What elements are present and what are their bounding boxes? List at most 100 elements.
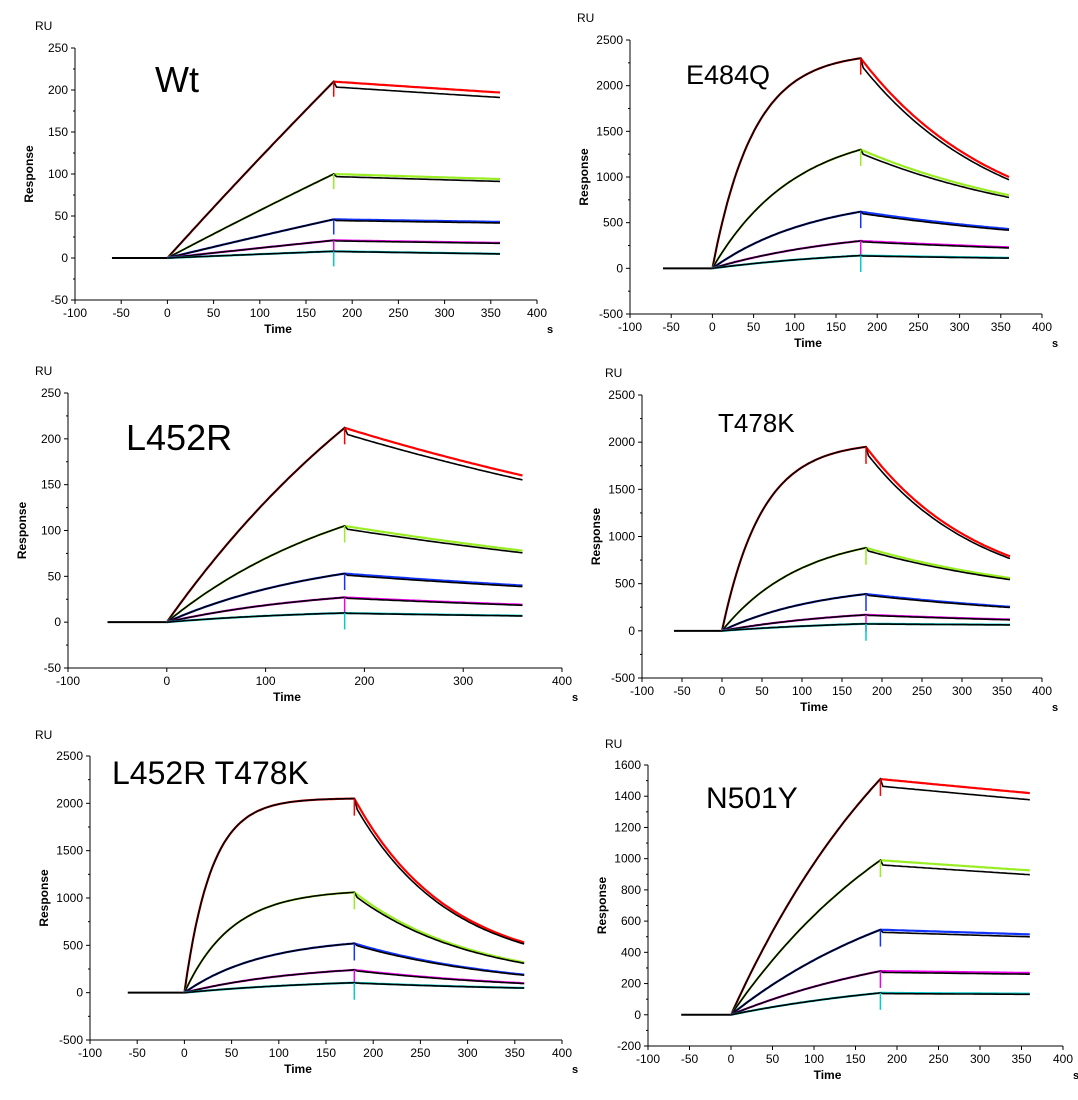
chart-title: L452R [126, 417, 232, 458]
chart-panel-3: -50 0 50 100 150 200 250 -100 0 100 200 300 400 Time R… [15, 364, 578, 704]
x-tick-label: 400 [527, 306, 547, 320]
x-axis-label: Time [284, 1062, 312, 1076]
y-tick-label: 150 [41, 478, 61, 492]
x-tick-label: 300 [970, 1052, 990, 1066]
y-tick-label: 400 [621, 945, 641, 959]
fit-curve [166, 596, 523, 623]
y-tick-label: 500 [603, 216, 623, 230]
x-tick-label: 0 [181, 1046, 188, 1060]
chart-title: E484Q [686, 60, 770, 90]
x-unit-label: s [572, 1064, 578, 1076]
y-tick-label: 1500 [608, 482, 635, 496]
y-tick-label: 50 [48, 569, 62, 583]
x-tick-label: 150 [845, 1052, 865, 1066]
fit-curve [721, 593, 1011, 632]
x-tick-label: 0 [164, 306, 171, 320]
x-tick-label: 300 [952, 684, 972, 698]
x-tick-label: 250 [410, 1046, 430, 1060]
x-axis-label: Time [814, 1068, 842, 1082]
x-tick-label: 250 [908, 320, 928, 334]
y-tick-label: 50 [55, 209, 69, 223]
x-tick-label: 400 [552, 674, 572, 688]
chart-title: Wt [155, 59, 199, 100]
x-tick-label: 0 [728, 1052, 735, 1066]
y-tick-label: 500 [63, 938, 83, 952]
x-tick-label: 150 [832, 684, 852, 698]
y-tick-label: -500 [599, 307, 623, 321]
chart-title: T478K [718, 408, 795, 438]
y-axis-label: Response [589, 508, 603, 566]
y-tick-label: 0 [76, 986, 83, 1000]
x-tick-label: -50 [663, 320, 681, 334]
x-tick-label: 300 [458, 1046, 478, 1060]
y-tick-label: 0 [54, 615, 61, 629]
y-axis-label: Response [37, 869, 51, 927]
y-tick-label: 1200 [614, 820, 641, 834]
x-tick-label: 300 [435, 306, 455, 320]
x-axis-label: Time [800, 700, 828, 714]
x-tick-label: -100 [636, 1052, 660, 1066]
x-tick-label: 200 [872, 684, 892, 698]
x-tick-label: -100 [618, 320, 642, 334]
fit-curve [730, 859, 1030, 1016]
y-tick-label: -500 [59, 1033, 83, 1047]
x-unit-label: s [1052, 702, 1058, 714]
y-tick-label: 800 [621, 883, 641, 897]
x-unit-label: s [547, 324, 553, 336]
x-tick-label: 200 [342, 306, 362, 320]
x-tick-label: -50 [113, 306, 131, 320]
y-axis-label: Response [595, 877, 609, 935]
x-tick-label: -100 [63, 306, 87, 320]
fit-curve [183, 891, 525, 994]
y-unit-label: RU [605, 366, 622, 380]
y-unit-label: RU [577, 11, 594, 25]
x-tick-label: 250 [388, 306, 408, 320]
x-tick-label: 50 [766, 1052, 780, 1066]
x-tick-label: 350 [505, 1046, 525, 1060]
fit-curve [166, 426, 523, 623]
y-tick-label: 0 [634, 1008, 641, 1022]
y-tick-label: 1400 [614, 789, 641, 803]
x-tick-label: -50 [129, 1046, 147, 1060]
fit-curve [730, 992, 1030, 1016]
x-tick-label: 150 [826, 320, 846, 334]
x-tick-label: 200 [354, 674, 374, 688]
x-tick-label: 200 [867, 320, 887, 334]
x-tick-label: -100 [56, 674, 80, 688]
x-tick-label: 200 [363, 1046, 383, 1060]
y-tick-label: 2500 [608, 388, 635, 402]
y-tick-label: 500 [615, 577, 635, 591]
y-tick-label: -50 [51, 293, 69, 307]
y-tick-label: 250 [48, 41, 68, 55]
fit-curve [184, 969, 525, 994]
y-tick-label: 0 [616, 261, 623, 275]
x-tick-label: -50 [673, 684, 691, 698]
x-axis-label: Time [794, 336, 822, 350]
x-tick-label: 400 [1032, 320, 1052, 334]
x-tick-label: 100 [256, 674, 276, 688]
x-tick-label: 350 [992, 684, 1012, 698]
x-tick-label: 250 [928, 1052, 948, 1066]
x-tick-label: 100 [269, 1046, 289, 1060]
y-tick-label: 1600 [614, 758, 641, 772]
x-tick-label: 0 [709, 320, 716, 334]
y-tick-label: 1000 [608, 530, 635, 544]
chart-title: L452R T478K [112, 755, 309, 791]
x-tick-label: 400 [552, 1046, 572, 1060]
y-tick-label: 2000 [56, 796, 83, 810]
x-tick-label: 50 [207, 306, 221, 320]
x-tick-label: -100 [630, 684, 654, 698]
x-tick-label: 50 [747, 320, 761, 334]
fit-curve [711, 210, 1010, 269]
x-tick-label: 0 [719, 684, 726, 698]
y-axis-label: Response [22, 145, 36, 203]
y-tick-label: 200 [621, 977, 641, 991]
y-tick-label: 2000 [596, 79, 623, 93]
x-tick-label: 300 [453, 674, 473, 688]
fit-curve [721, 546, 1011, 632]
